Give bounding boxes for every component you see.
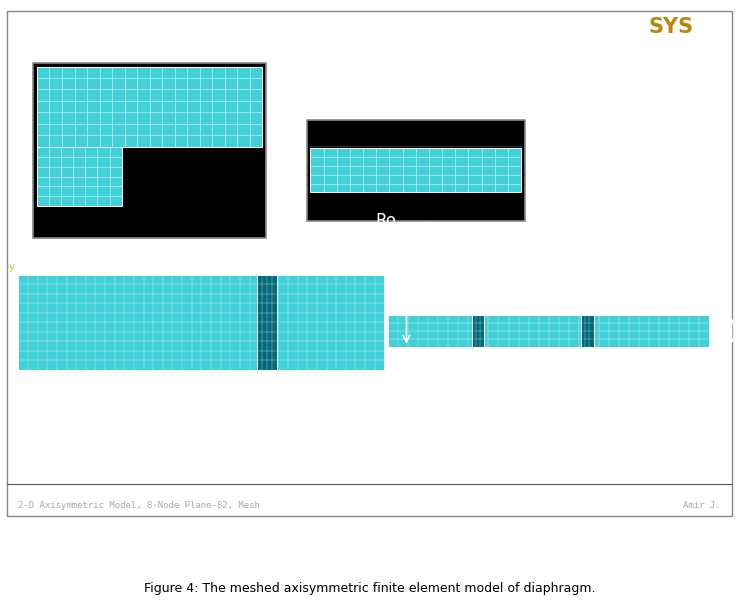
Text: Ro: Ro: [375, 213, 397, 230]
Text: AN: AN: [617, 17, 650, 37]
Bar: [388, 315, 709, 347]
Bar: [307, 120, 525, 221]
Text: Figure 4: The meshed axisymmetric finite element model of diaphragm.: Figure 4: The meshed axisymmetric finite…: [144, 582, 595, 596]
Bar: [310, 148, 521, 192]
Text: H: H: [420, 302, 432, 320]
Text: 2-D Axisymmetric Model, 8-Node Plane-82, Mesh: 2-D Axisymmetric Model, 8-Node Plane-82,…: [18, 501, 260, 510]
Text: 1: 1: [16, 17, 23, 27]
Bar: [18, 275, 384, 370]
Bar: [37, 147, 122, 206]
Text: Amir J.: Amir J.: [683, 501, 721, 510]
Text: y: y: [9, 262, 15, 272]
Bar: [581, 315, 593, 347]
Text: R: R: [196, 420, 207, 438]
Bar: [471, 315, 485, 347]
Bar: [37, 67, 262, 147]
Bar: [7, 12, 732, 516]
Bar: [257, 275, 277, 370]
Text: SYS: SYS: [649, 17, 694, 37]
Bar: [33, 63, 266, 238]
